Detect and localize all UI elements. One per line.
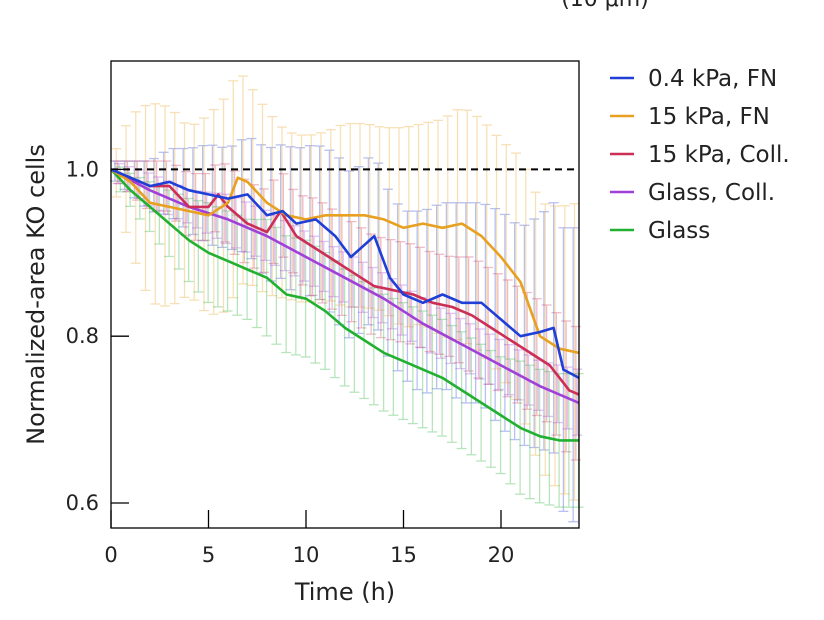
y-tick-label: 0.8	[66, 324, 99, 348]
x-tick-label: 20	[488, 543, 515, 567]
series-line-0-4-kpa-fn	[110, 168, 580, 380]
chart-title: (10 μm)	[561, 0, 649, 12]
x-tick-label: 10	[293, 543, 320, 567]
legend-label: 15 kPa, Coll.	[648, 142, 790, 168]
series-line-glass	[110, 168, 579, 442]
x-axis-title: Time (h)	[294, 578, 395, 606]
legend: 0.4 kPa, FN 15 kPa, FN 15 kPa, Coll. Glass,…	[610, 66, 790, 244]
x-tick-label: 5	[202, 543, 215, 567]
series-line-15-kpa-fn	[110, 168, 580, 355]
series-lines	[110, 168, 580, 442]
x-axis: 0 5 10 15 20	[104, 510, 514, 567]
legend-label: Glass, Coll.	[648, 180, 775, 206]
y-tick-label: 0.6	[66, 491, 99, 515]
x-tick-label: 15	[390, 543, 417, 567]
x-tick-label: 0	[104, 543, 117, 567]
plot-frame	[110, 60, 580, 529]
error-bars	[109, 75, 584, 523]
legend-label: 0.4 kPa, FN	[648, 66, 777, 92]
series-line-15-kpa-coll-	[110, 168, 580, 396]
legend-label: Glass	[648, 218, 710, 244]
y-axis-title: Normalized-area KO cells	[22, 144, 50, 445]
y-tick-label: 1.0	[66, 157, 99, 181]
legend-label: 15 kPa, FN	[648, 104, 770, 130]
y-axis: 0.6 0.8 1.0	[66, 157, 129, 515]
error-bars-15-kpa-fn	[111, 75, 580, 501]
